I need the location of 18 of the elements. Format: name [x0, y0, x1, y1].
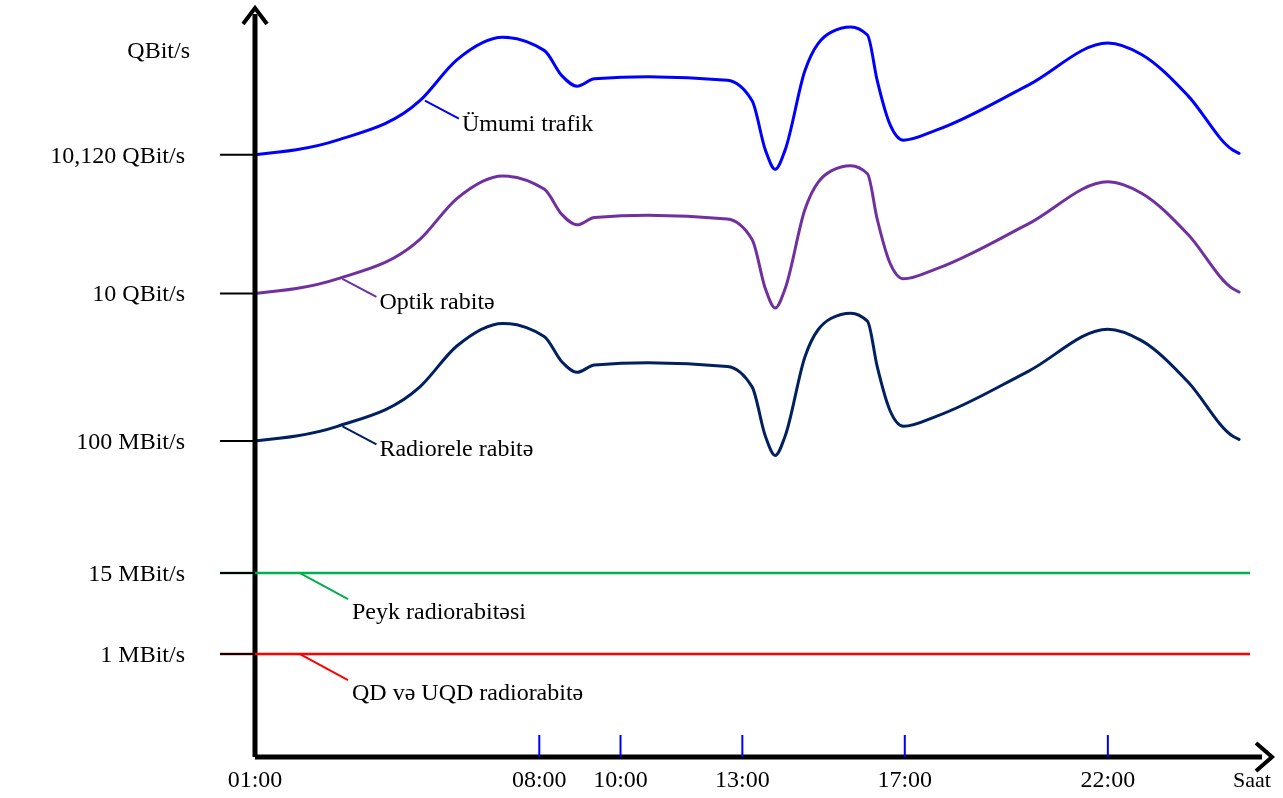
x-tick-label: 22:00 — [1080, 766, 1136, 792]
text: 10,120 QBit/s — [50, 141, 185, 168]
x-tick-label: 13:00 — [715, 766, 770, 792]
text: 10 QBit/s — [92, 280, 185, 307]
y-axis-title: QBit/s — [127, 37, 190, 63]
x-tick-label: 10:00 — [593, 766, 648, 792]
text: 15 MBit/s — [88, 560, 185, 587]
legend-label: Optik rabitə — [379, 287, 495, 314]
x-tick-label: 08:00 — [511, 766, 567, 792]
legend-label: Ümumi trafik — [461, 109, 594, 136]
x-tick-label: 01:00 — [227, 766, 283, 792]
x-tick-label: 17:00 — [877, 766, 933, 792]
text: 1 MBit/s — [100, 641, 185, 668]
ref-line-label: Peyk radiorabitəsi — [352, 598, 527, 625]
x-axis-title: Saat — [1233, 767, 1271, 792]
legend-label: Radiorele rabitə — [379, 435, 534, 462]
ref-line-label: QD və UQD radiorabitə — [352, 679, 584, 706]
text: 100 MBit/s — [76, 427, 185, 454]
